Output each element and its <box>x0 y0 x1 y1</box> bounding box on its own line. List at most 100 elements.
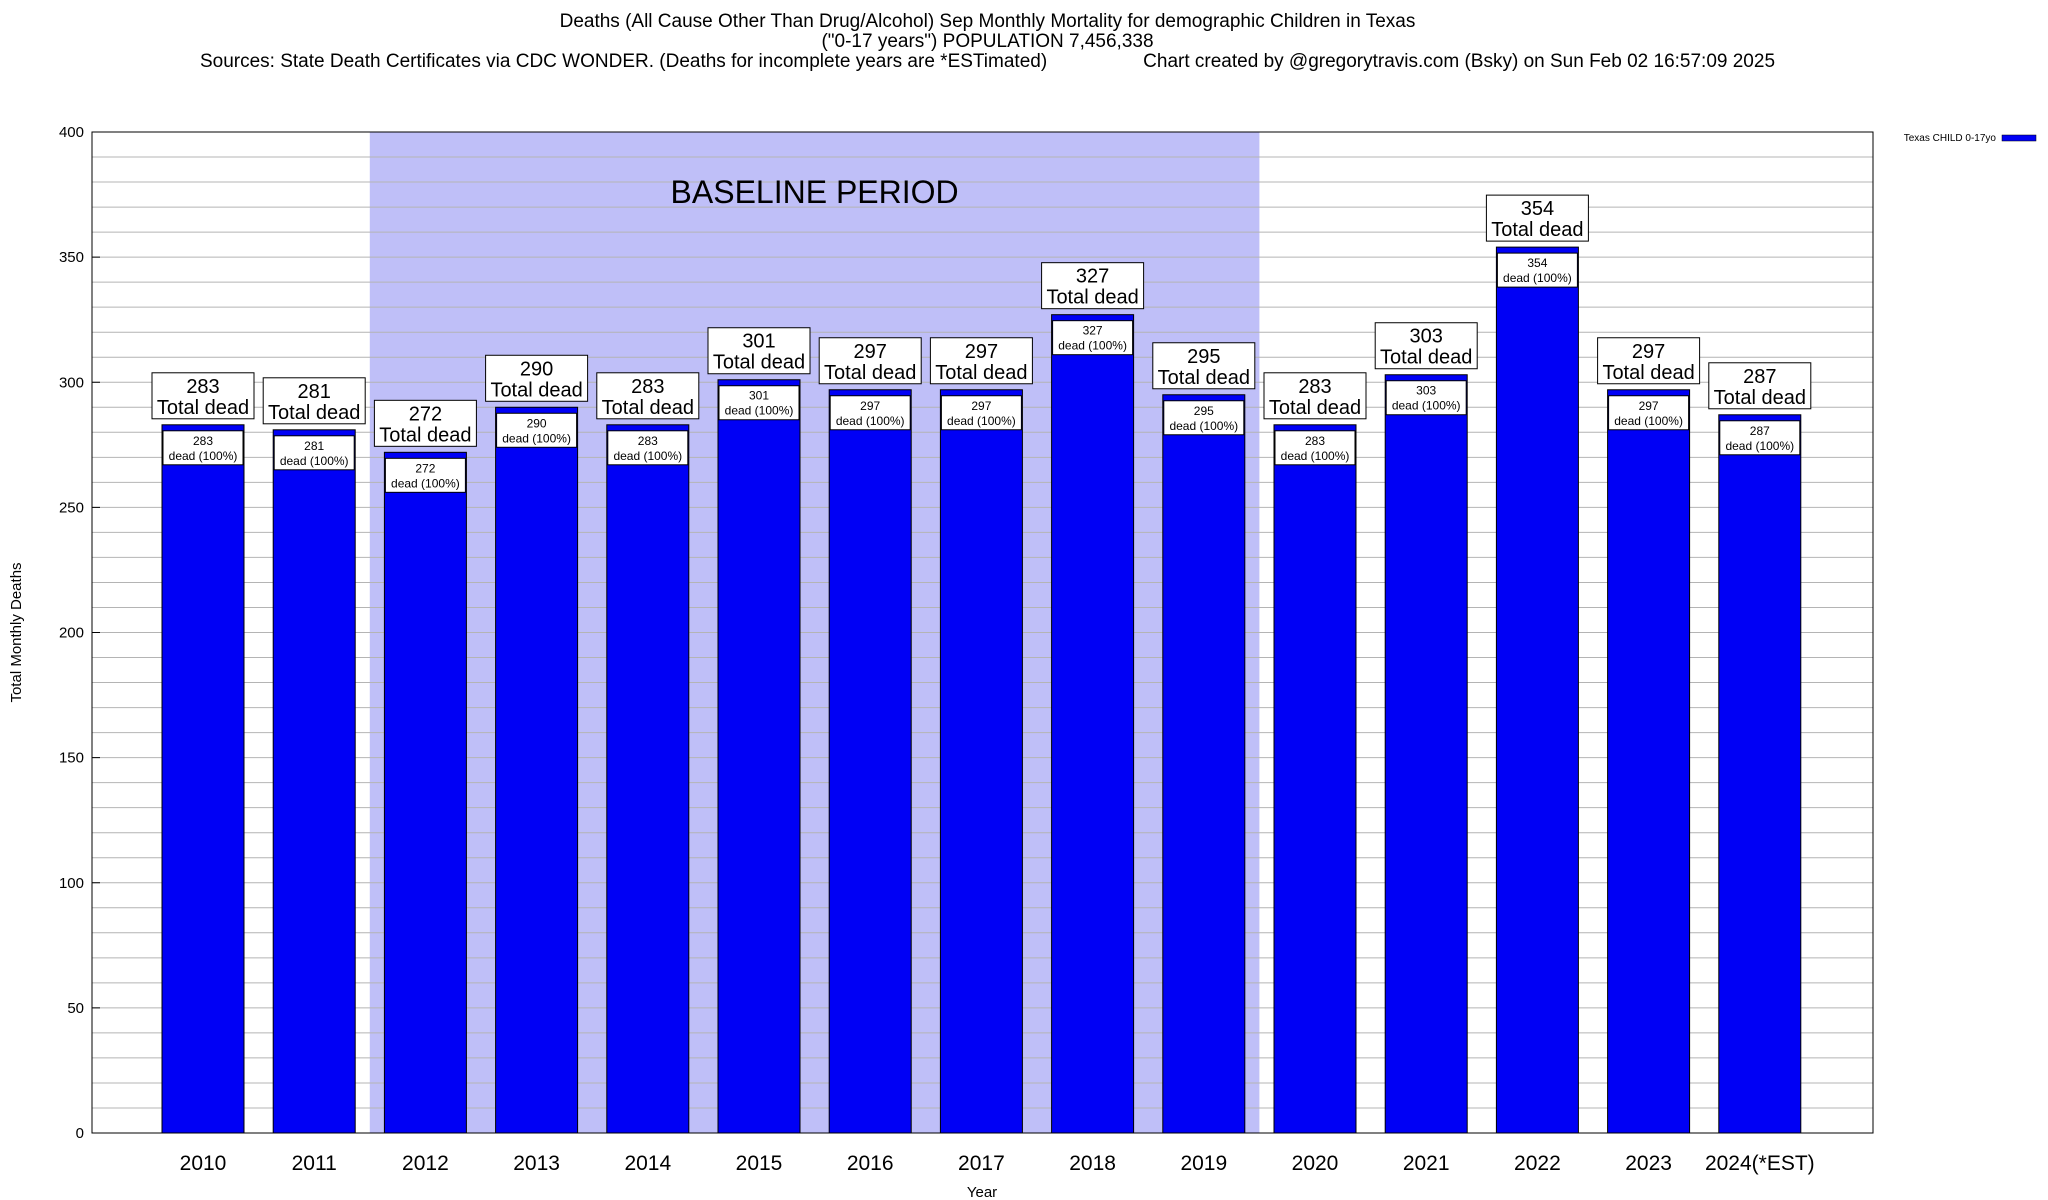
x-tick-label: 2021 <box>1403 1152 1450 1175</box>
y-tick-label: 50 <box>67 1000 84 1017</box>
top-label-box <box>929 337 1033 385</box>
inner-label-value: 290 <box>527 416 547 430</box>
data-label-text: Total dead <box>1046 287 1138 309</box>
data-label-text: Total dead <box>1269 397 1361 419</box>
top-label-box <box>1041 262 1145 310</box>
top-label-box <box>596 372 700 420</box>
y-tick-label: 300 <box>59 374 84 391</box>
inner-label-text: dead (100%) <box>1614 414 1683 428</box>
inner-label-box <box>1496 252 1578 288</box>
data-label-value: 354 <box>1521 198 1554 220</box>
chart-sources: Sources: State Death Certificates via CD… <box>199 51 1048 72</box>
inner-label-text: dead (100%) <box>280 454 349 468</box>
data-label-value: 297 <box>1632 341 1665 363</box>
inner-label-value: 297 <box>1639 399 1659 413</box>
top-label-box <box>818 337 922 385</box>
data-label-text: Total dead <box>602 397 694 419</box>
inner-label-box <box>1274 430 1356 466</box>
inner-label-box <box>1719 420 1801 456</box>
chart-title-block: Deaths (All Cause Other Than Drug/Alcoho… <box>0 12 1975 72</box>
top-label-box <box>1152 342 1256 390</box>
data-label-value: 297 <box>965 341 998 363</box>
data-label-text: Total dead <box>490 379 582 401</box>
inner-label-value: 272 <box>415 461 435 475</box>
inner-label-value: 287 <box>1750 424 1770 438</box>
inner-label-box <box>273 435 355 471</box>
bar <box>1273 424 1357 1134</box>
inner-label-text: dead (100%) <box>1392 399 1461 413</box>
inner-label-value: 327 <box>1083 324 1103 338</box>
bar <box>717 379 801 1134</box>
inner-label-box <box>607 430 689 466</box>
data-label-text: Total dead <box>824 362 916 384</box>
x-tick-label: 2010 <box>180 1152 227 1175</box>
x-tick-label: 2016 <box>847 1152 894 1175</box>
plot-frame <box>91 131 1874 1134</box>
top-label-box <box>707 327 811 375</box>
inner-label-text: dead (100%) <box>502 431 571 445</box>
inner-label-value: 297 <box>971 399 991 413</box>
y-tick-label: 0 <box>76 1125 84 1142</box>
data-label-value: 272 <box>409 403 442 425</box>
data-label-value: 287 <box>1743 366 1776 388</box>
data-label-text: Total dead <box>1714 387 1806 409</box>
data-label-text: Total dead <box>1491 219 1583 241</box>
inner-label-value: 301 <box>749 389 769 403</box>
bar <box>1607 389 1691 1134</box>
chart-sources-line: Sources: State Death Certificates via CD… <box>0 52 1975 72</box>
top-label-box <box>151 372 255 420</box>
top-label-box <box>1597 337 1701 385</box>
data-label-text: Total dead <box>379 424 471 446</box>
x-tick-label: 2017 <box>958 1152 1005 1175</box>
data-label-value: 297 <box>854 341 887 363</box>
inner-label-value: 297 <box>860 399 880 413</box>
data-label-text: Total dead <box>713 352 805 374</box>
bar <box>272 429 356 1134</box>
legend-label: Texas CHILD 0-17yo <box>1904 133 1997 144</box>
inner-label-value: 283 <box>193 434 213 448</box>
x-axis-label: Year <box>967 1184 997 1200</box>
bar <box>495 406 579 1134</box>
data-label-text: Total dead <box>1380 347 1472 369</box>
inner-label-value: 283 <box>638 434 658 448</box>
legend-swatch <box>2001 134 2037 142</box>
inner-label-box <box>1608 395 1690 431</box>
inner-label-box <box>384 457 466 493</box>
bar <box>1384 374 1468 1134</box>
data-label-value: 303 <box>1410 326 1443 348</box>
top-label-box <box>1708 362 1812 410</box>
bar <box>1162 394 1246 1134</box>
inner-label-text: dead (100%) <box>947 414 1016 428</box>
top-label-box <box>485 354 589 402</box>
inner-label-text: dead (100%) <box>391 476 460 490</box>
inner-label-value: 281 <box>304 439 324 453</box>
inner-label-box <box>1385 380 1467 416</box>
x-tick-label: 2012 <box>402 1152 449 1175</box>
data-label-value: 281 <box>298 381 331 403</box>
data-label-text: Total dead <box>1158 367 1250 389</box>
bar <box>1718 414 1802 1134</box>
x-tick-label: 2023 <box>1625 1152 1672 1175</box>
data-label-text: Total dead <box>935 362 1027 384</box>
chart-credit: Chart created by @gregorytravis.com (Bsk… <box>1143 51 1776 72</box>
baseline-period-label: BASELINE PERIOD <box>671 174 959 210</box>
y-tick-label: 200 <box>59 625 84 642</box>
inner-label-text: dead (100%) <box>1503 271 1572 285</box>
y-axis-label: Total Monthly Deaths <box>8 562 25 702</box>
x-tick-label: 2022 <box>1514 1152 1561 1175</box>
bar <box>606 424 690 1134</box>
y-tick-label: 100 <box>59 875 84 892</box>
chart-title: Deaths (All Cause Other Than Drug/Alcoho… <box>559 11 1416 32</box>
inner-label-text: dead (100%) <box>1169 419 1238 433</box>
top-label-box <box>1374 322 1478 370</box>
inner-label-text: dead (100%) <box>169 449 238 463</box>
inner-label-value: 303 <box>1416 384 1436 398</box>
data-label-text: Total dead <box>268 402 360 424</box>
chart-subtitle: ("0-17 years") POPULATION 7,456,338 <box>821 31 1154 52</box>
top-label-box <box>262 377 366 425</box>
inner-label-value: 354 <box>1527 256 1547 270</box>
inner-label-text: dead (100%) <box>1725 439 1794 453</box>
inner-label-box <box>162 430 244 466</box>
x-tick-label: 2015 <box>736 1152 783 1175</box>
